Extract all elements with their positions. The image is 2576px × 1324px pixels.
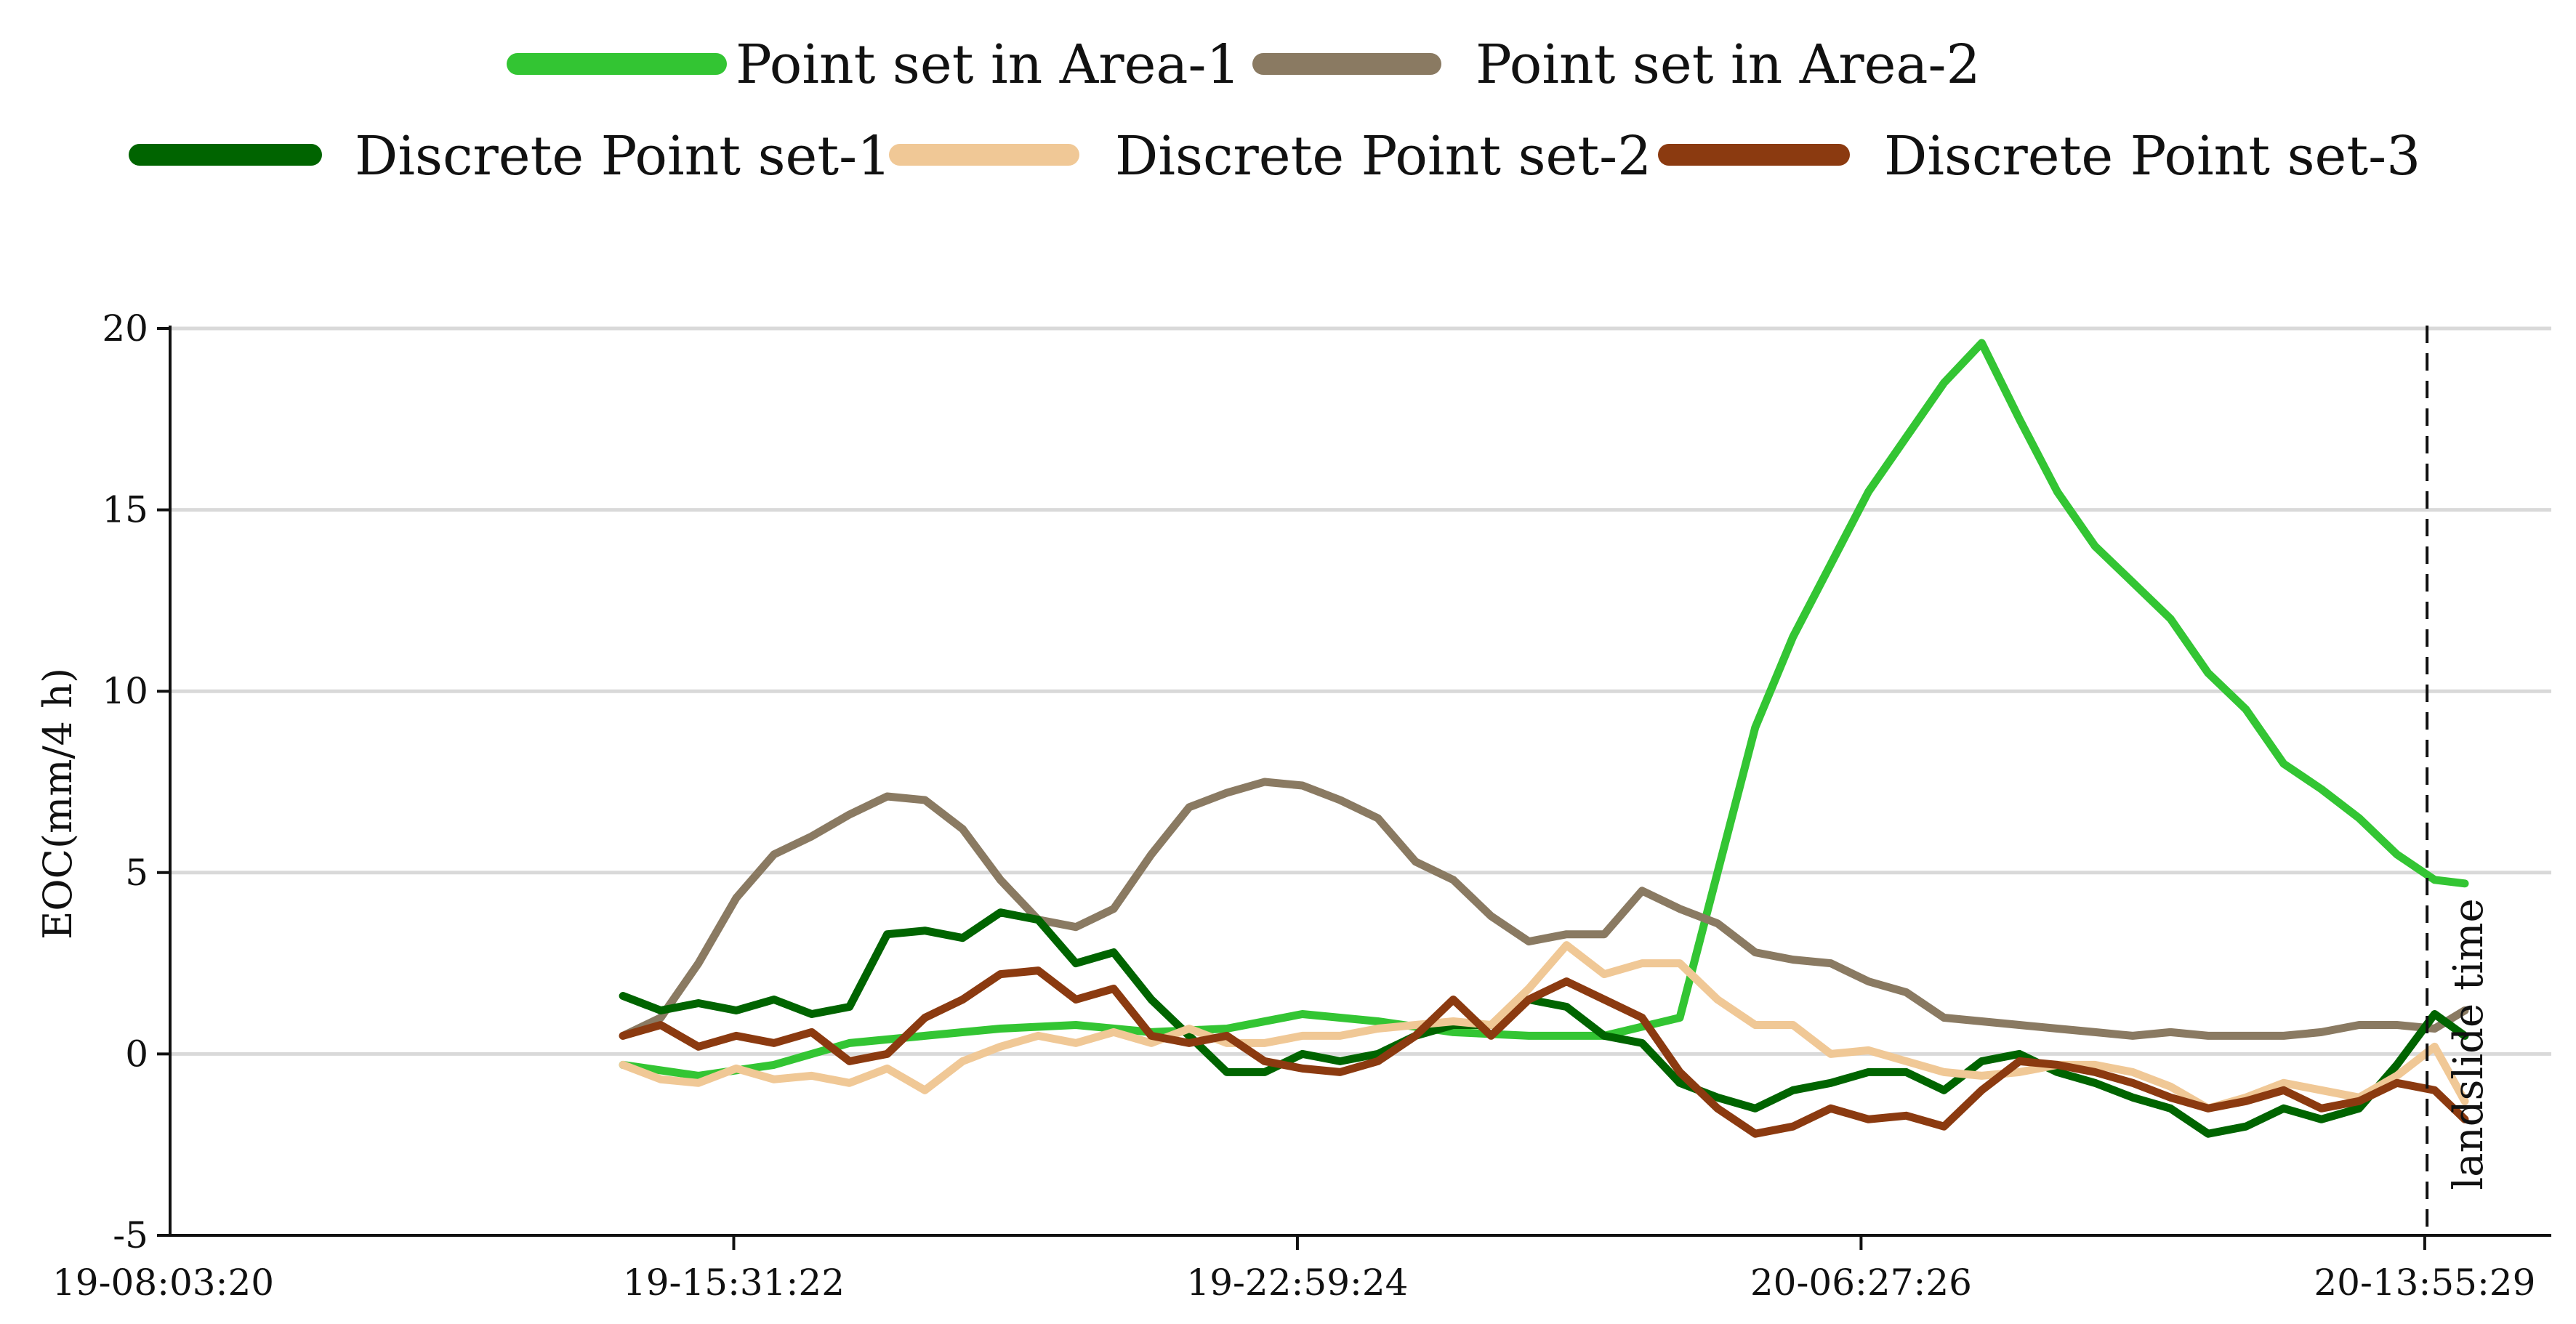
y-tick-label-3: 10 [102,670,148,712]
series-line-5 [619,966,2469,1138]
x-tick-label-2: 19-22:59:24 [1186,1262,1408,1304]
annotation: landslide time [2426,326,2492,1235]
y-tick-label-5: 20 [102,307,148,350]
legend-label-5: Discrete Point set-3 [1884,125,2420,187]
series-lines [619,339,2469,1138]
y-tick-label-0: -5 [113,1214,148,1256]
legend-label-1: Point set in Area-1 [736,33,1241,96]
legend-label-2: Point set in Area-2 [1476,33,1981,96]
legend-label-4: Discrete Point set-2 [1115,125,1651,187]
gridlines [170,326,2551,1056]
legend: Point set in Area-1 Point set in Area-2 Di… [129,33,2420,187]
series-line-3 [619,908,2469,1138]
x-tick-label-0: 19-08:03:20 [52,1262,274,1304]
landslide-time-label: landslide time [2445,898,2492,1190]
axes: -5 0 5 10 15 20 19-08:03:20 19-15:31:22 19-22:59… [35,307,2551,1304]
legend-label-3: Discrete Point set-1 [355,125,891,187]
x-tick-label-4: 20-13:55:29 [2314,1262,2535,1304]
x-tick-label-1: 19-15:31:22 [623,1262,845,1304]
y-tick-label-1: 0 [125,1033,148,1075]
series-line-1 [619,339,2469,1080]
y-tick-label-2: 5 [125,852,148,894]
y-tick-label-4: 15 [102,489,148,531]
x-tick-label-3: 20-06:27:26 [1750,1262,1972,1304]
y-axis-label: EOC(mm/4 h) [35,668,81,940]
series-line-4 [619,941,2469,1113]
series-line-2 [619,778,2469,1040]
